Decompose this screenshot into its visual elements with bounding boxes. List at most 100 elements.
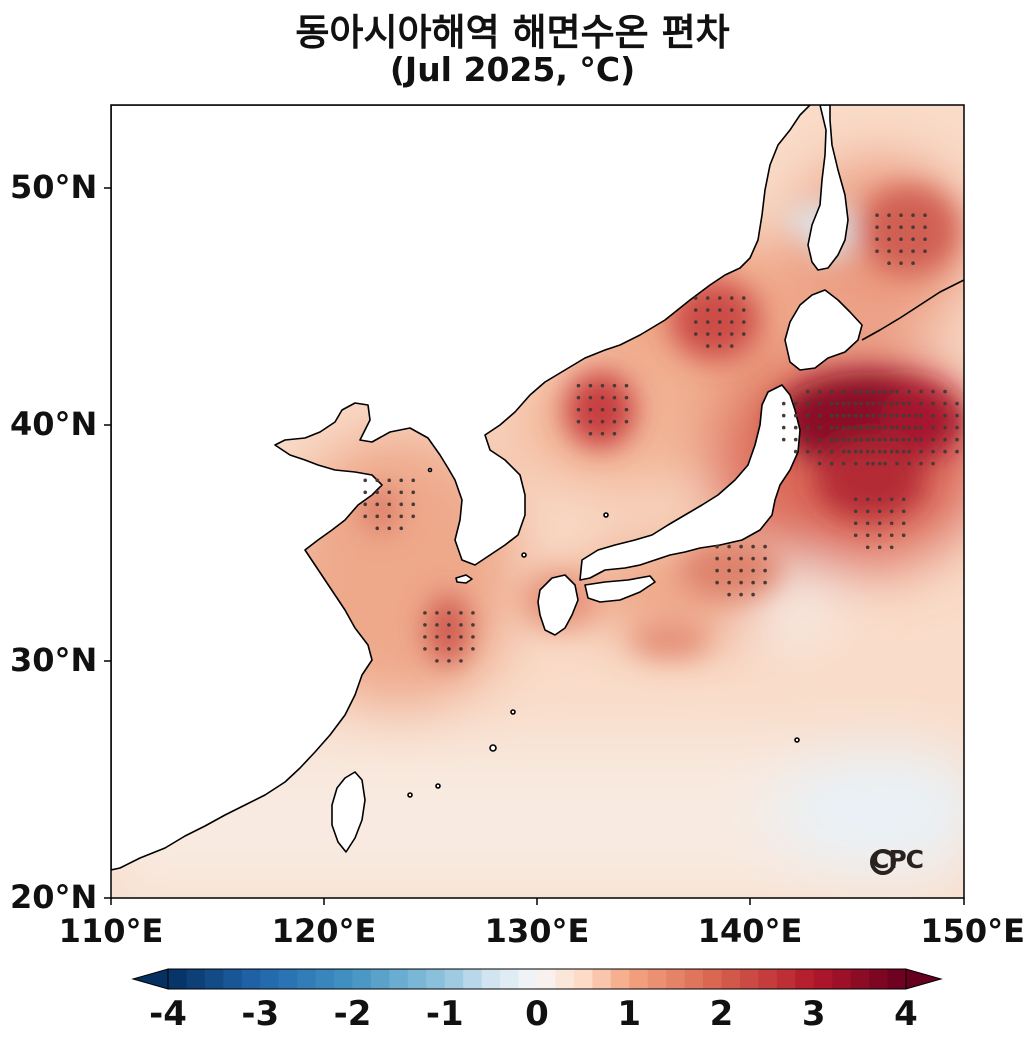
stipple-dot — [717, 308, 722, 312]
honshu-island — [579, 384, 801, 581]
colorbar-segment — [204, 969, 224, 989]
stipple-dot — [727, 568, 731, 573]
stipple-dot — [729, 308, 734, 312]
colorbar-segment — [278, 969, 298, 989]
stipple-dot — [859, 449, 863, 454]
ocpc-logo-text: CPC — [871, 845, 924, 874]
stipple-dot — [471, 647, 475, 651]
stipple-dot — [913, 425, 918, 430]
stipple-dot — [588, 431, 593, 436]
stipple-dot — [781, 425, 786, 430]
stipple-dot — [817, 425, 822, 430]
stipple-dot — [739, 580, 743, 585]
stipple-dot — [829, 401, 834, 406]
stipple-dot — [877, 437, 882, 442]
stipple-dot — [411, 490, 416, 495]
colorbar-extend-low — [131, 968, 169, 990]
stipple-dot — [899, 213, 903, 217]
stipple-dot — [901, 497, 906, 502]
stipple-dot — [865, 533, 870, 538]
stipple-dot — [895, 413, 899, 418]
stipple-dot — [841, 449, 846, 454]
stipple-dot — [835, 401, 839, 406]
stipple-dot — [717, 296, 722, 300]
stipple-dot — [887, 249, 891, 253]
stipple-dot — [588, 407, 593, 412]
stipple-dot — [877, 533, 882, 538]
stipple-dot — [865, 449, 870, 454]
stipple-dot — [865, 413, 870, 418]
stipple-dot — [901, 413, 906, 418]
stipple-dot — [375, 514, 380, 519]
stipple-dot — [907, 425, 911, 430]
stipple-dot — [889, 401, 894, 406]
colorbar-segment — [887, 969, 907, 989]
stipple-dot — [853, 425, 858, 430]
colorbar-segment — [592, 969, 612, 989]
stipple-dot — [923, 213, 927, 217]
stipple-dot — [895, 461, 899, 466]
stipple-dot — [853, 413, 858, 418]
stipple-dot — [907, 389, 911, 394]
stipple-dot — [931, 437, 935, 442]
stipple-dot — [931, 413, 935, 418]
stipple-dot — [841, 413, 846, 418]
colorbar-segment — [186, 969, 206, 989]
stipple-dot — [751, 568, 755, 573]
land-masses — [111, 105, 964, 871]
stipple-dot — [471, 611, 475, 615]
stipple-dot — [705, 332, 710, 336]
stipple-dot — [847, 401, 851, 406]
stipple-dot — [793, 425, 798, 430]
stipple-dot — [423, 623, 427, 627]
stipple-dot — [901, 521, 906, 526]
stipple-dot — [805, 437, 810, 442]
stipple-dot — [883, 389, 887, 394]
colorbar-tick-label: 2 — [709, 994, 734, 1034]
stipple-dot — [899, 249, 903, 253]
colorbar-segment — [241, 969, 261, 989]
stipple-dot — [763, 580, 767, 585]
stipple-dot — [717, 320, 722, 324]
colorbar-segment — [813, 969, 833, 989]
stipple-dot — [387, 502, 392, 507]
stipple-dot — [871, 461, 875, 466]
stipple-dot — [931, 449, 935, 454]
stipple-dot — [955, 401, 959, 406]
stipple-dot — [793, 413, 798, 418]
colorbar-tick-label: -2 — [333, 994, 372, 1034]
colorbar-segment — [684, 969, 704, 989]
stipple-dot — [847, 425, 851, 430]
stipple-dot — [459, 611, 463, 615]
stipple-dot — [841, 461, 846, 466]
colorbar-segment — [352, 969, 372, 989]
stipple-dot — [889, 545, 894, 550]
stipple-dot — [693, 296, 698, 300]
stipple-dot — [955, 449, 959, 454]
stipple-dot — [763, 568, 767, 573]
stipple-dot — [835, 413, 839, 418]
stipple-dot — [865, 401, 870, 406]
stipple-dot — [600, 419, 605, 424]
stipple-dot — [793, 449, 798, 454]
stipple-dot — [877, 401, 882, 406]
stipple-dot — [612, 419, 617, 424]
stipple-dot — [781, 401, 786, 406]
stipple-dot — [763, 544, 767, 549]
stipple-dot — [901, 533, 906, 538]
stipple-dot — [781, 437, 786, 442]
stipple-dot — [363, 502, 368, 507]
stipple-dot — [889, 533, 894, 538]
stipple-dot — [588, 383, 593, 388]
stipple-dot — [600, 395, 605, 400]
stipple-dot — [883, 401, 887, 406]
stipple-dot — [447, 623, 451, 627]
stipple-dot — [715, 544, 719, 549]
colorbar-segment — [500, 969, 520, 989]
stipple-dot — [741, 308, 746, 312]
stipple-dot — [875, 225, 879, 229]
stipple-dot — [727, 544, 731, 549]
taiwan-island — [331, 771, 366, 853]
stipple-dot — [859, 425, 863, 430]
stipple-dot — [717, 344, 722, 348]
